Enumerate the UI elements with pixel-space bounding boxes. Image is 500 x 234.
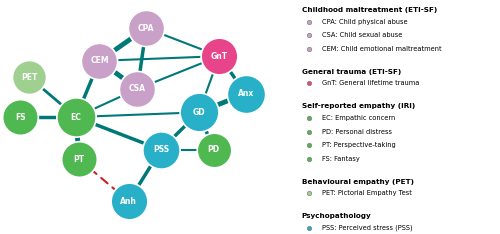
Text: Anh: Anh	[120, 197, 137, 206]
Point	[304, 226, 312, 230]
Point	[210, 148, 218, 152]
Text: PD: PD	[208, 145, 220, 154]
Point	[142, 26, 150, 30]
Point	[72, 115, 80, 119]
Text: General trauma (ETI-SF): General trauma (ETI-SF)	[302, 69, 401, 75]
Point	[304, 191, 312, 195]
Text: EC: Empathic concern: EC: Empathic concern	[322, 115, 395, 121]
Text: Self-reported empathy (IRI): Self-reported empathy (IRI)	[302, 103, 415, 110]
Text: FS: Fantasy: FS: Fantasy	[322, 156, 360, 162]
Text: GnT: General lifetime trauma: GnT: General lifetime trauma	[322, 80, 419, 86]
Point	[75, 157, 83, 161]
Text: CPA: CPA	[138, 24, 154, 33]
Text: Childhood maltreatment (ETI-SF): Childhood maltreatment (ETI-SF)	[302, 7, 437, 13]
Text: EC: EC	[70, 113, 82, 121]
Text: CSA: Child sexual abuse: CSA: Child sexual abuse	[322, 32, 402, 38]
Text: PET: PET	[21, 73, 38, 82]
Text: CEM: CEM	[90, 56, 109, 65]
Point	[304, 47, 312, 51]
Point	[304, 20, 312, 23]
Point	[304, 130, 312, 133]
Point	[216, 54, 224, 58]
Text: PT: Perspective-taking: PT: Perspective-taking	[322, 142, 396, 148]
Point	[242, 92, 250, 95]
Text: PT: PT	[74, 155, 85, 164]
Point	[16, 115, 24, 119]
Point	[304, 81, 312, 85]
Text: Psychopathology: Psychopathology	[302, 213, 372, 219]
Point	[304, 157, 312, 161]
Text: PET: Pictorial Empathy Test: PET: Pictorial Empathy Test	[322, 190, 412, 196]
Point	[304, 143, 312, 147]
Point	[96, 59, 104, 63]
Point	[195, 110, 203, 114]
Text: FS: FS	[15, 113, 26, 121]
Point	[304, 116, 312, 120]
Point	[304, 33, 312, 37]
Point	[157, 148, 165, 152]
Text: GnT: GnT	[211, 52, 228, 61]
Point	[25, 75, 33, 79]
Text: PD: Personal distress: PD: Personal distress	[322, 128, 392, 135]
Point	[124, 199, 132, 203]
Text: CSA: CSA	[129, 84, 146, 93]
Text: CPA: Child physical abuse: CPA: Child physical abuse	[322, 18, 408, 25]
Text: Behavioural empathy (PET): Behavioural empathy (PET)	[302, 179, 414, 185]
Text: CEM: Child emotional maltreatment: CEM: Child emotional maltreatment	[322, 46, 442, 52]
Text: PSS: Perceived stress (PSS): PSS: Perceived stress (PSS)	[322, 225, 412, 231]
Text: Anx: Anx	[238, 89, 254, 98]
Text: GD: GD	[192, 108, 205, 117]
Text: PSS: PSS	[153, 145, 169, 154]
Point	[134, 87, 141, 91]
